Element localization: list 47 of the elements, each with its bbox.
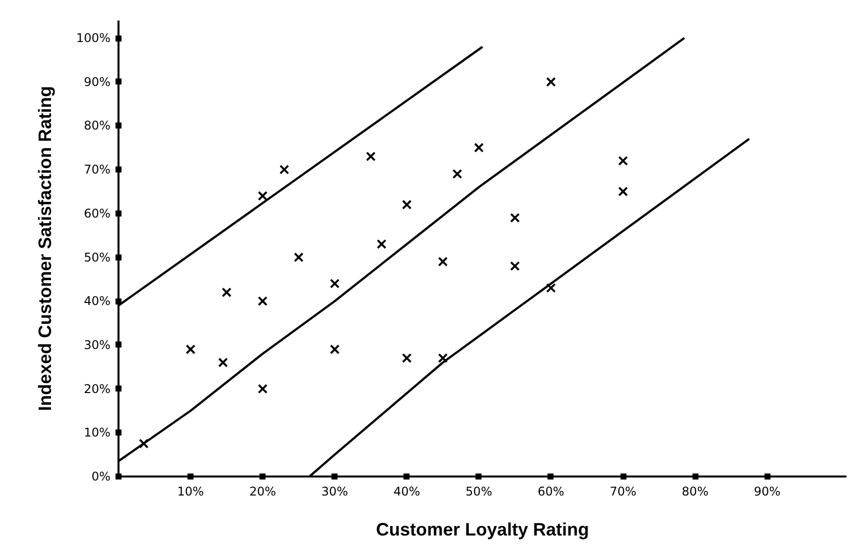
x-tick-label: 10% — [177, 484, 204, 498]
point — [186, 344, 196, 354]
x-tick-label: 80% — [682, 484, 708, 498]
x-axis-title: Customer Loyalty Rating — [376, 520, 590, 540]
y-tick-label: 60% — [84, 206, 110, 220]
point — [376, 239, 386, 250]
point — [452, 169, 462, 179]
x-tick-label: 50% — [466, 484, 492, 498]
x-tick-label: 90% — [754, 484, 781, 498]
y-tick-label: 80% — [84, 118, 110, 133]
x-tick-label: 30% — [321, 484, 348, 498]
point — [258, 384, 268, 394]
point — [402, 200, 412, 210]
point — [258, 296, 268, 306]
point — [330, 344, 340, 354]
y-tick-label: 50% — [84, 250, 110, 264]
point — [330, 278, 340, 288]
point — [294, 252, 304, 262]
y-tick-label: 0% — [91, 470, 111, 484]
point — [366, 152, 376, 162]
x-tick-label: 60% — [538, 484, 564, 498]
x-tick-label: 20% — [249, 484, 276, 498]
x-tick-label: 40% — [393, 484, 420, 498]
x-tick-label: 70% — [610, 484, 636, 498]
point — [258, 190, 268, 201]
y-axis-title: Indexed Customer Satisfaction Rating — [35, 86, 56, 412]
point — [546, 76, 556, 87]
y-tick-label: 70% — [84, 162, 110, 177]
y-tick-label: 20% — [84, 382, 110, 396]
point — [618, 156, 628, 166]
point — [546, 283, 556, 293]
point — [138, 438, 149, 449]
point — [218, 358, 228, 368]
point — [222, 287, 232, 298]
point — [510, 261, 520, 271]
point — [438, 353, 448, 364]
y-tick-label: 90% — [84, 74, 110, 89]
point — [279, 164, 290, 174]
point — [402, 353, 412, 364]
y-tick-label: 40% — [84, 294, 110, 308]
y-tick-label: 100% — [76, 31, 111, 46]
point — [474, 142, 484, 153]
point — [618, 186, 628, 196]
point — [510, 212, 520, 223]
y-tick-label: 30% — [84, 338, 110, 352]
point — [438, 256, 448, 267]
y-tick-label: 10% — [84, 426, 110, 440]
